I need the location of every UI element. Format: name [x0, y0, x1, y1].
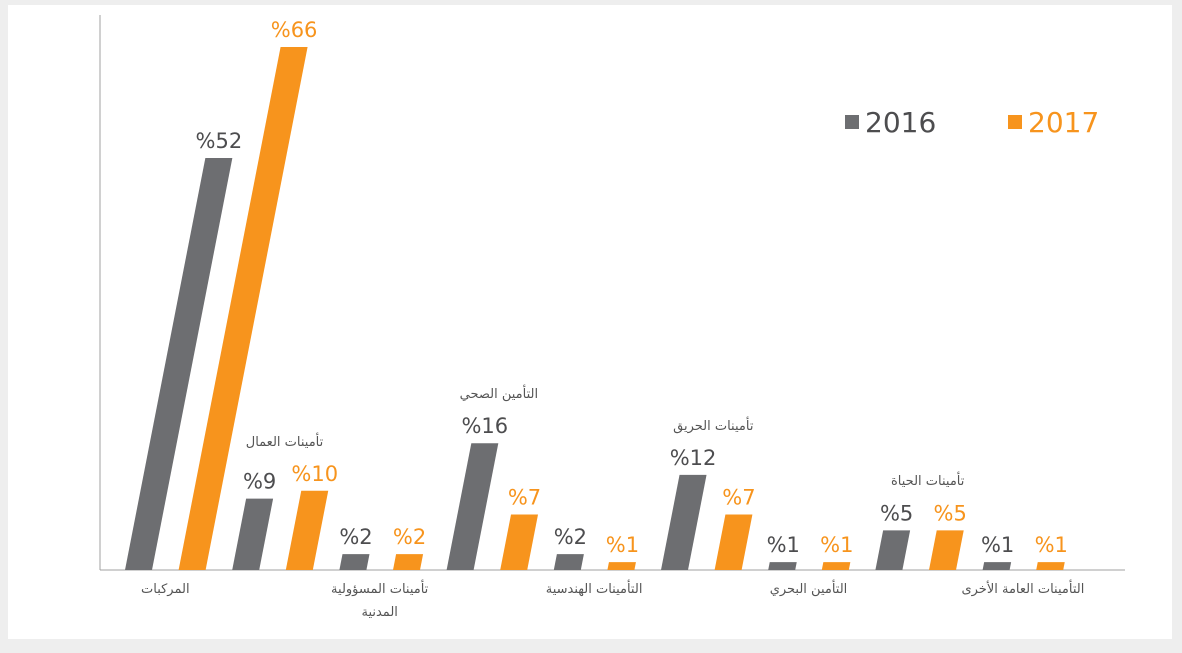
- bar: [661, 474, 707, 570]
- value-label: %7: [722, 486, 755, 510]
- category-label: التأمين الصحي: [459, 387, 539, 403]
- value-label: %7: [508, 486, 541, 510]
- category-label: تأمينات الحياة: [890, 474, 965, 490]
- bar: [393, 554, 424, 570]
- bar: [125, 157, 233, 570]
- value-label: %1: [1035, 533, 1068, 557]
- bar: [553, 554, 584, 570]
- x-tick-label: المركبات: [141, 582, 190, 597]
- value-label: %1: [606, 533, 639, 557]
- bar: [982, 562, 1012, 570]
- bar: [821, 562, 851, 570]
- category-label: تأمينات الحريق: [673, 418, 754, 434]
- value-label: %9: [243, 470, 276, 494]
- value-label: %52: [196, 129, 243, 153]
- value-label: %5: [880, 501, 913, 525]
- value-label: %1: [981, 533, 1014, 557]
- bar: [232, 498, 274, 570]
- value-label: %66: [271, 18, 318, 42]
- value-label: %5: [934, 501, 967, 525]
- bar: [500, 514, 539, 570]
- value-label: %2: [339, 525, 372, 549]
- legend-swatch: [1008, 115, 1022, 129]
- value-label: %10: [291, 462, 338, 486]
- legend-swatch: [845, 115, 859, 129]
- x-tick-label: التأمينات العامة الأخرى: [961, 582, 1085, 597]
- legend-label: 2016: [865, 106, 936, 139]
- bar: [714, 514, 753, 570]
- value-label: %12: [670, 446, 717, 470]
- bar: [1036, 562, 1065, 570]
- x-tick-label: التأمين البحري: [769, 582, 848, 597]
- value-label: %2: [393, 525, 426, 549]
- x-tick-label: التأمينات الهندسية: [545, 582, 643, 597]
- bar: [929, 530, 964, 570]
- bar: [875, 530, 911, 570]
- bar: [285, 490, 329, 570]
- category-label: تأمينات العمال: [245, 434, 324, 450]
- bar: [178, 47, 308, 570]
- value-label: %2: [554, 525, 587, 549]
- legend-label: 2017: [1028, 106, 1099, 139]
- bar: [768, 562, 797, 570]
- bar: [607, 562, 636, 570]
- bar: [446, 443, 499, 570]
- value-label: %1: [767, 533, 800, 557]
- value-label: %1: [820, 533, 853, 557]
- x-tick-label: تأمينات المسؤولية المدنية: [331, 582, 429, 620]
- value-label: %16: [461, 414, 508, 438]
- bar: [339, 554, 370, 570]
